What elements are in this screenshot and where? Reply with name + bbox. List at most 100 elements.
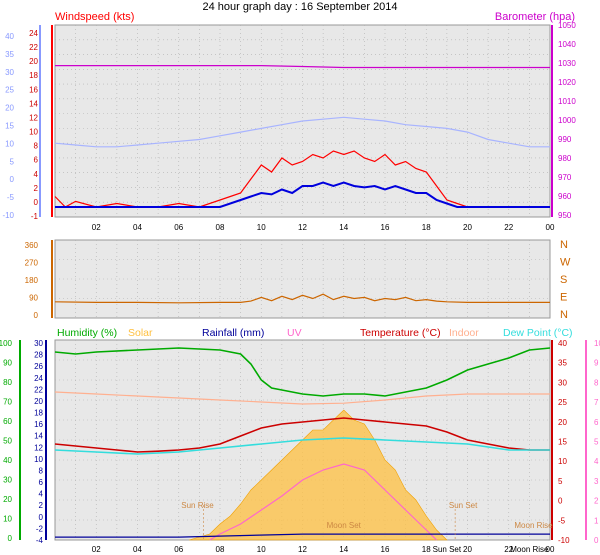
sun-set-label: Sun Set — [449, 501, 478, 510]
rain-series-line — [55, 533, 550, 538]
baro-tick-label: 1050 — [558, 21, 576, 30]
wind-x-tick-label: 08 — [216, 223, 225, 232]
uv-tick-label: 7 — [594, 398, 599, 407]
wind-x-tick-label: 06 — [174, 223, 183, 232]
temp-tick-label: 40 — [558, 339, 567, 348]
wind-left-tick-label: 8 — [34, 142, 39, 151]
wind-left-tick-label: 16 — [29, 85, 38, 94]
wind-x-tick-label: 16 — [381, 223, 390, 232]
rain-tick-label: 20 — [34, 397, 43, 406]
humidity-tick-label: 30 — [3, 476, 12, 485]
baro-tick-label: 970 — [558, 173, 572, 182]
rain-tick-label: -4 — [36, 536, 44, 545]
humidity-legend-label: Humidity (%) — [57, 327, 117, 339]
wind-outer-tick-label: 5 — [10, 157, 15, 166]
rain-tick-label: 18 — [34, 409, 43, 418]
temp-x-tick-label: 10 — [257, 545, 266, 554]
wind-left-tick-label: 4 — [34, 170, 39, 179]
baro-tick-label: 980 — [558, 154, 572, 163]
moon-set-label: Moon Set — [327, 521, 362, 530]
wind-outer-tick-label: 40 — [5, 32, 14, 41]
humidity-tick-label: 60 — [3, 417, 12, 426]
solar-series-area — [189, 409, 448, 541]
winddir-left-tick-label: 360 — [25, 241, 39, 250]
winddir-right-tick-label: N — [560, 239, 568, 251]
wind-x-tick-label: 02 — [92, 223, 101, 232]
avg_wind-series-line — [54, 116, 550, 148]
wind-left-tick-label: -1 — [31, 212, 39, 221]
temp-tick-label: 15 — [558, 438, 567, 447]
humidity-tick-label: 80 — [3, 378, 12, 387]
winddir-right-tick-label: S — [560, 274, 567, 286]
uv-tick-label: 10 — [594, 339, 600, 348]
uv-tick-label: 9 — [594, 359, 599, 368]
wind-left-tick-label: 14 — [29, 99, 38, 108]
wind-outer-tick-label: 0 — [10, 175, 15, 184]
temp-x-tick-label: 22 — [504, 545, 513, 554]
wind-outer-tick-label: 20 — [5, 104, 14, 113]
winddir-series-line — [54, 293, 550, 304]
baro-tick-label: 1040 — [558, 40, 576, 49]
wind-left-tick-label: 6 — [34, 156, 39, 165]
baro-tick-label: 960 — [558, 192, 572, 201]
wind-x-tick-label: 04 — [133, 223, 142, 232]
temp-x-tick-label: 12 — [298, 545, 307, 554]
uv-tick-label: 6 — [594, 418, 599, 427]
temp-tick-label: 0 — [558, 497, 563, 506]
temp-tick-label: 20 — [558, 418, 567, 427]
rain-tick-label: 4 — [39, 490, 44, 499]
uv-tick-label: 1 — [594, 516, 599, 525]
wind-x-tick-label: 14 — [339, 223, 348, 232]
graph-title: 24 hour graph day : 16 September 2014 — [202, 1, 397, 13]
uv-tick-label: 0 — [594, 536, 599, 545]
temp-tick-label: -10 — [558, 536, 570, 545]
humidity-tick-label: 50 — [3, 437, 12, 446]
baro-series-line — [55, 65, 550, 69]
winddir-left-tick-label: 270 — [25, 259, 39, 268]
indoor-legend-label: Indoor — [449, 327, 479, 339]
temp-tick-label: 10 — [558, 457, 567, 466]
rain-tick-label: 28 — [34, 351, 43, 360]
winddir-left-tick-label: 0 — [34, 311, 39, 320]
solar-legend-label: Solar — [128, 327, 153, 339]
rain-tick-label: 26 — [34, 362, 43, 371]
uv-tick-label: 8 — [594, 378, 599, 387]
temp-tick-label: 30 — [558, 378, 567, 387]
rain-legend-label: Rainfall (mm) — [202, 327, 264, 339]
dew-legend-label: Dew Point (°C) — [503, 327, 573, 339]
wind-outer-tick-label: -5 — [7, 193, 15, 202]
rain-tick-label: 14 — [34, 432, 43, 441]
winddir-right-tick-label: W — [560, 257, 571, 269]
dew-series-line — [54, 437, 550, 455]
rain-tick-label: 6 — [39, 478, 44, 487]
winddir-left-tick-label: 90 — [29, 294, 38, 303]
winddir-right-tick-label: N — [560, 309, 568, 321]
wind-left-tick-label: 24 — [29, 29, 38, 38]
temp-tick-label: 25 — [558, 398, 567, 407]
wind-left-tick-label: 12 — [29, 113, 38, 122]
humidity-tick-label: 0 — [8, 534, 13, 543]
humidity-tick-label: 40 — [3, 456, 12, 465]
rain-tick-label: 8 — [39, 466, 44, 475]
wind-outer-tick-label: 35 — [5, 50, 14, 59]
temp-x-tick-label: 06 — [174, 545, 183, 554]
temp-legend-label: Temperature (°C) — [360, 327, 441, 339]
temp-x-tick-label: 20 — [463, 545, 472, 554]
humidity-tick-label: 20 — [3, 495, 12, 504]
rain-tick-label: 2 — [39, 501, 44, 510]
baro-tick-label: 990 — [558, 135, 572, 144]
rain-tick-label: 0 — [39, 513, 44, 522]
uv-tick-label: 2 — [594, 497, 599, 506]
humidity-tick-label: 90 — [3, 359, 12, 368]
wind-outer-tick-label: 10 — [5, 139, 14, 148]
wind-left-tick-label: 2 — [34, 184, 39, 193]
humidity-tick-label: 70 — [3, 398, 12, 407]
wind-left-tick-label: 22 — [29, 43, 38, 52]
wind-left-tick-label: 0 — [34, 198, 39, 207]
baro-axis-title: Barometer (hpa) — [495, 11, 575, 23]
uv-tick-label: 4 — [594, 457, 599, 466]
baro-tick-label: 1020 — [558, 78, 576, 87]
wind-outer-tick-label: 25 — [5, 86, 14, 95]
humidity-series-line — [54, 347, 551, 397]
